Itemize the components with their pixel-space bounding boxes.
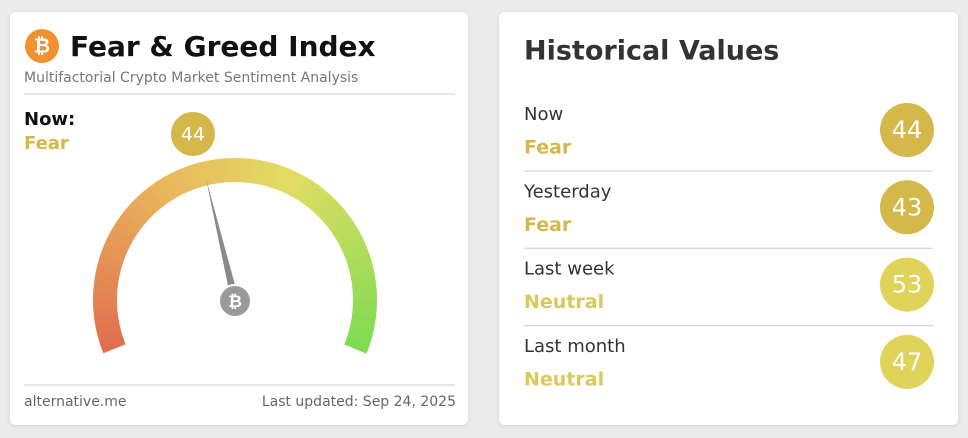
gauge-arc bbox=[156, 176, 177, 202]
classification: Fear bbox=[524, 137, 572, 159]
classification: Neutral bbox=[524, 291, 604, 313]
gauge-arc bbox=[141, 186, 164, 212]
value-badge bbox=[880, 180, 934, 235]
needle bbox=[205, 178, 239, 301]
gauge-arc bbox=[349, 322, 375, 337]
gauge-arc bbox=[98, 253, 124, 269]
gauge-arc bbox=[352, 306, 377, 318]
history-card bbox=[499, 12, 958, 425]
bitcoin-symbol: ₿ bbox=[228, 292, 242, 312]
gauge-arc bbox=[250, 159, 264, 185]
history-title: Historical Values bbox=[524, 36, 779, 67]
value: 47 bbox=[892, 348, 923, 376]
gauge-arc bbox=[344, 336, 370, 354]
gauge-arc bbox=[318, 199, 342, 223]
value-badge bbox=[880, 334, 934, 389]
gauge-arc bbox=[346, 253, 373, 270]
gauge-arc bbox=[95, 321, 121, 336]
gauge-arc bbox=[180, 165, 198, 191]
period: Last month bbox=[524, 336, 626, 357]
gauge-arc bbox=[350, 271, 376, 285]
now-classification: Fear bbox=[24, 133, 69, 154]
gauge-arc bbox=[100, 244, 127, 262]
gauge-arc bbox=[346, 329, 373, 345]
gauge-arc bbox=[107, 228, 134, 248]
gauge-arc bbox=[97, 329, 123, 345]
gauge-arc bbox=[348, 262, 375, 277]
gauge-arc bbox=[312, 192, 336, 217]
gauge-arc bbox=[279, 168, 298, 195]
gauge-arc bbox=[242, 158, 254, 184]
gauge-arc bbox=[172, 168, 191, 195]
gauge-arc bbox=[94, 314, 120, 327]
gauge-arc bbox=[100, 336, 126, 354]
gauge-arc bbox=[351, 280, 377, 292]
gauge-arc bbox=[122, 205, 147, 228]
gauge-arc bbox=[104, 236, 130, 255]
gauge-arc bbox=[265, 162, 281, 189]
gauge-arc bbox=[272, 165, 290, 192]
gauge-arc bbox=[95, 262, 122, 277]
gauge-arc bbox=[198, 160, 213, 187]
value: 44 bbox=[892, 116, 923, 144]
gauge-arc bbox=[286, 172, 307, 198]
gauge: ₿ bbox=[93, 158, 377, 354]
gauge-arc bbox=[134, 192, 158, 217]
classification: Neutral bbox=[524, 368, 604, 390]
gauge-arc bbox=[148, 181, 171, 207]
bitcoin-symbol: ₿ bbox=[34, 34, 50, 58]
gauge-arc bbox=[293, 176, 314, 202]
value: 43 bbox=[892, 193, 923, 221]
gauge-arc bbox=[189, 162, 206, 189]
value-badge bbox=[880, 103, 934, 157]
history-rows: Now Fear 44 Yesterday Fear 43 Last week Neutral… bbox=[523, 103, 934, 390]
gauge-arc bbox=[350, 314, 376, 328]
now-value: 44 bbox=[181, 124, 205, 146]
gauge-arc bbox=[93, 306, 118, 318]
value-badge bbox=[880, 257, 934, 312]
gauge-arc bbox=[112, 220, 138, 241]
bitcoin-icon bbox=[25, 29, 59, 63]
period: Now bbox=[524, 104, 563, 125]
gauge-arc bbox=[128, 198, 153, 222]
gauge-arc bbox=[332, 220, 358, 241]
gauge-arc bbox=[306, 187, 329, 212]
gauge-arc bbox=[343, 244, 370, 262]
classification: Fear bbox=[524, 214, 572, 236]
now-badge bbox=[171, 112, 215, 156]
gauge-arc bbox=[164, 172, 184, 198]
gauge-arc bbox=[93, 280, 119, 292]
value: 53 bbox=[892, 271, 923, 299]
footer-source: alternative.me bbox=[24, 394, 127, 410]
footer-updated: Last updated: Sep 24, 2025 bbox=[262, 394, 456, 410]
subtitle: Multifactorial Crypto Market Sentiment A… bbox=[24, 70, 358, 86]
gauge-arc bbox=[257, 160, 273, 187]
now-label: Now: bbox=[24, 109, 75, 130]
period: Last week bbox=[524, 259, 615, 280]
gauge-arc bbox=[328, 213, 353, 235]
title: Fear & Greed Index bbox=[70, 30, 376, 63]
gauge-arc bbox=[207, 159, 221, 185]
gauge-arc bbox=[336, 228, 363, 248]
gauge-arc bbox=[216, 158, 228, 184]
gauge-arc bbox=[94, 270, 120, 284]
period: Yesterday bbox=[523, 181, 612, 202]
gauge-arc bbox=[300, 181, 322, 207]
gauge-arc bbox=[340, 236, 367, 255]
needle-pivot bbox=[218, 284, 252, 318]
gauge-arc bbox=[323, 205, 348, 229]
gauge-arc bbox=[117, 212, 142, 235]
